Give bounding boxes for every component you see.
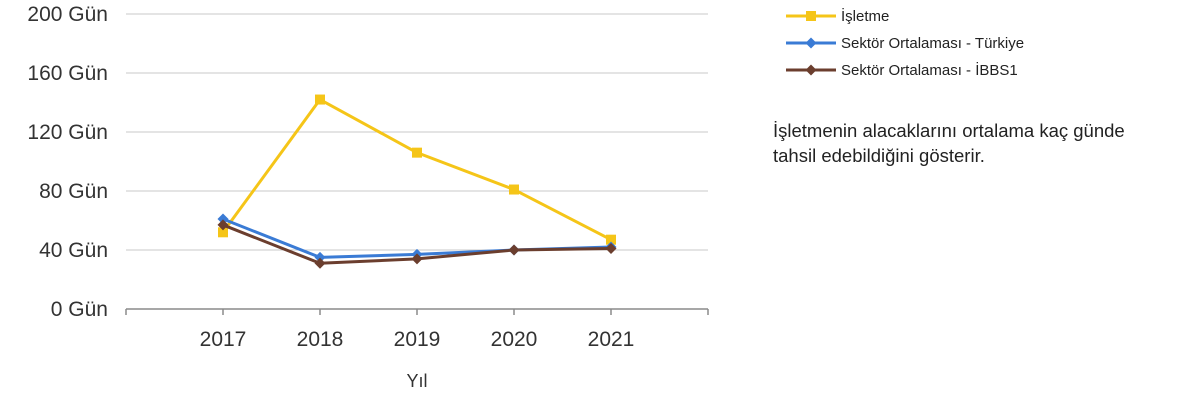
data-point [217, 219, 229, 231]
series-3 [217, 219, 617, 269]
gridlines [126, 13, 708, 251]
data-point [509, 184, 519, 195]
x-tick-label: 2019 [394, 328, 441, 351]
y-tick-label: 80 Gün [39, 180, 108, 203]
legend-swatch-marker [805, 64, 817, 76]
legend-item: İşletme [786, 7, 889, 25]
data-point [314, 257, 326, 269]
data-point [411, 253, 423, 265]
y-tick-label: 40 Gün [39, 239, 108, 262]
y-tick-label: 120 Gün [27, 121, 108, 144]
data-point [314, 251, 326, 263]
data-point [605, 243, 617, 255]
y-tick-labels: 0 Gün 40 Gün 80 Gün 120 Gün 160 Gün 200 Gün [27, 3, 108, 321]
legend-item: Sektör Ortalaması - İBBS1 [786, 61, 1018, 79]
data-point [218, 227, 228, 238]
series-line [221, 98, 612, 242]
data-point [315, 94, 325, 105]
x-tick-label: 2018 [297, 328, 344, 351]
x-tick-labels: 2017 2018 2019 2020 2021 [200, 328, 635, 351]
legend-item: Sektör Ortalaması - Türkiye [786, 35, 1024, 52]
x-tick-label: 2021 [588, 328, 635, 351]
data-point [606, 234, 616, 245]
data-point [508, 244, 520, 256]
x-axis [125, 308, 709, 315]
legend-label: Sektör Ortalaması - İBBS1 [841, 61, 1018, 79]
y-tick-label: 200 Gün [27, 3, 108, 26]
legend-label: İşletme [841, 7, 889, 25]
legend: İşletme Sektör Ortalaması - Türkiye Sektör… [786, 7, 1024, 79]
series-lines [217, 94, 617, 269]
y-tick-label: 160 Gün [27, 62, 108, 85]
legend-label: Sektör Ortalaması - Türkiye [841, 35, 1024, 52]
data-point [217, 213, 229, 225]
data-point [412, 147, 422, 158]
legend-swatch-marker [806, 11, 816, 21]
series-1 [218, 94, 616, 245]
x-tick-label: 2017 [200, 328, 247, 351]
legend-swatch-marker [805, 37, 817, 49]
x-axis-title: Yıl [406, 371, 427, 391]
x-tick-label: 2020 [491, 328, 538, 351]
y-tick-label: 0 Gün [51, 298, 108, 321]
chart-note: İşletmenin alacaklarını ortalama kaç gün… [773, 120, 1125, 166]
